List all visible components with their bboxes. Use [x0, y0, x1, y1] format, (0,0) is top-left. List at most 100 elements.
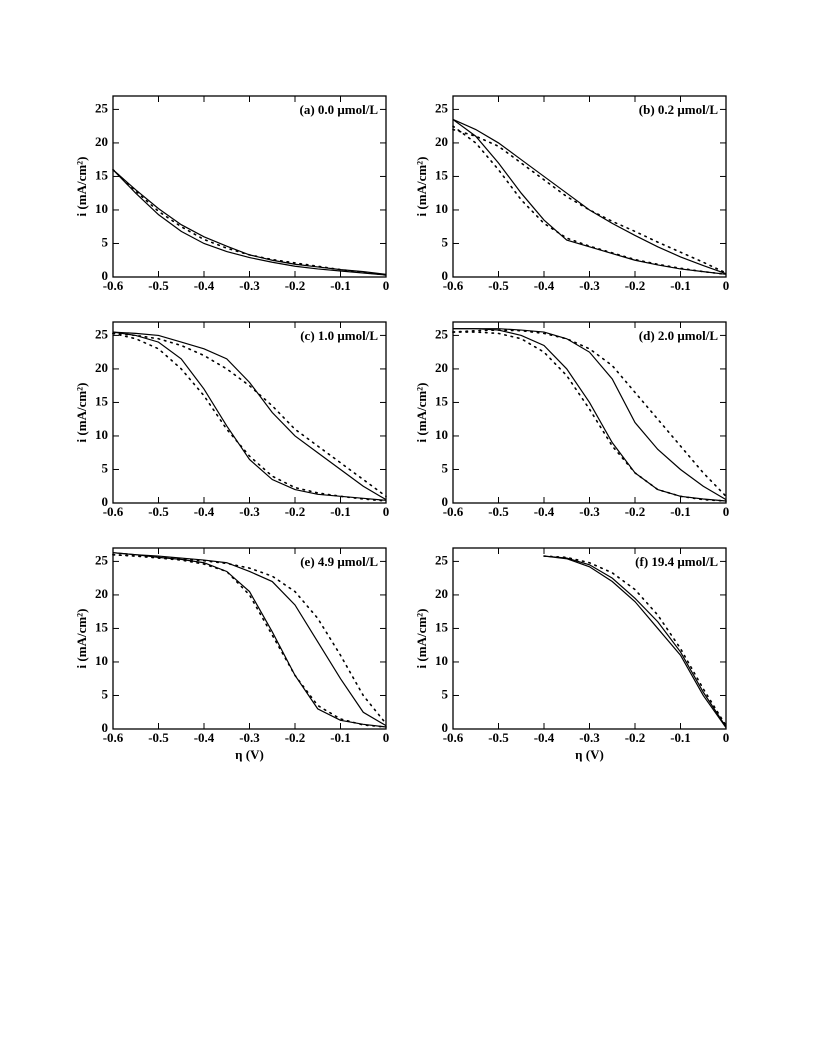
x-tick-label: -0.6 — [103, 730, 124, 745]
y-tick-label: 0 — [442, 494, 449, 509]
y-tick-label: 0 — [442, 720, 449, 735]
x-tick-label: -0.6 — [443, 504, 464, 519]
y-tick-label: 15 — [95, 619, 109, 634]
x-tick-label: -0.2 — [285, 278, 306, 293]
x-tick-label: -0.5 — [148, 278, 169, 293]
data-line — [543, 555, 727, 728]
x-tick-label: -0.6 — [103, 504, 124, 519]
x-tick-label: -0.2 — [625, 504, 646, 519]
data-line — [112, 168, 387, 276]
x-tick-label: -0.3 — [579, 504, 600, 519]
y-tick-label: 20 — [435, 586, 448, 601]
data-line — [112, 552, 387, 728]
y-tick-label: 5 — [102, 460, 109, 475]
x-tick-label: -0.3 — [239, 730, 260, 745]
x-tick-label: -0.4 — [194, 278, 215, 293]
x-tick-label: -0.4 — [534, 278, 555, 293]
y-tick-label: 0 — [102, 720, 109, 735]
x-tick-label: -0.1 — [670, 278, 691, 293]
y-axis-label: i (mA/cm²) — [74, 383, 89, 443]
y-tick-label: 10 — [435, 653, 448, 668]
x-tick-label: -0.3 — [239, 278, 260, 293]
x-tick-label: -0.6 — [103, 278, 124, 293]
data-line — [112, 553, 387, 725]
x-tick-label: -0.3 — [239, 504, 260, 519]
x-tick-label: -0.4 — [534, 504, 555, 519]
data-line — [452, 128, 727, 274]
x-tick-label: 0 — [383, 730, 390, 745]
x-axis-label: η (V) — [575, 747, 604, 762]
x-tick-label: -0.3 — [579, 278, 600, 293]
data-line — [112, 169, 387, 276]
data-line — [112, 552, 387, 727]
data-line — [112, 332, 387, 502]
x-tick-label: -0.3 — [579, 730, 600, 745]
x-tick-label: 0 — [723, 278, 730, 293]
y-tick-label: 5 — [102, 234, 109, 249]
y-tick-label: 25 — [435, 326, 449, 341]
y-tick-label: 20 — [435, 134, 448, 149]
data-line — [112, 331, 387, 501]
annotation: (d) 2.0 μmol/L — [639, 328, 719, 343]
data-line — [452, 331, 727, 502]
plot-frame — [452, 95, 727, 278]
x-tick-label: -0.4 — [194, 730, 215, 745]
x-tick-label: -0.1 — [330, 278, 351, 293]
annotation: (a) 0.0 μmol/L — [299, 102, 378, 117]
x-tick-label: -0.5 — [148, 504, 169, 519]
data-line — [112, 331, 387, 501]
x-tick-label: -0.4 — [194, 504, 215, 519]
y-tick-label: 25 — [435, 552, 449, 567]
x-tick-label: -0.5 — [488, 730, 509, 745]
x-tick-label: -0.1 — [330, 730, 351, 745]
data-line — [453, 328, 727, 502]
y-tick-label: 5 — [442, 686, 449, 701]
y-axis-label: i (mA/cm²) — [74, 157, 89, 217]
x-tick-label: -0.1 — [330, 504, 351, 519]
x-tick-label: -0.2 — [625, 730, 646, 745]
y-tick-label: 25 — [95, 552, 109, 567]
data-line — [112, 553, 387, 728]
plot-frame — [112, 547, 387, 730]
x-tick-label: -0.1 — [670, 504, 691, 519]
y-tick-label: 10 — [95, 201, 108, 216]
data-line — [543, 555, 727, 727]
y-tick-label: 10 — [95, 653, 108, 668]
y-tick-label: 15 — [435, 393, 449, 408]
x-tick-label: -0.2 — [285, 730, 306, 745]
y-tick-label: 5 — [442, 234, 449, 249]
x-tick-label: -0.5 — [488, 278, 509, 293]
y-tick-label: 20 — [95, 586, 108, 601]
plot-frame — [112, 321, 387, 504]
annotation: (b) 0.2 μmol/L — [639, 102, 719, 117]
y-axis-label: i (mA/cm²) — [74, 609, 89, 669]
x-tick-label: -0.6 — [443, 730, 464, 745]
x-axis-label: η (V) — [235, 747, 264, 762]
y-tick-label: 25 — [95, 326, 109, 341]
y-tick-label: 10 — [95, 427, 108, 442]
x-tick-label: -0.2 — [625, 278, 646, 293]
y-tick-label: 15 — [435, 619, 449, 634]
plot-frame — [112, 95, 387, 278]
y-tick-label: 5 — [442, 460, 449, 475]
y-axis-label: i (mA/cm²) — [414, 157, 429, 217]
y-tick-label: 15 — [95, 167, 109, 182]
x-tick-label: 0 — [383, 504, 390, 519]
y-tick-label: 0 — [102, 494, 109, 509]
y-tick-label: 15 — [435, 167, 449, 182]
y-axis-label: i (mA/cm²) — [414, 383, 429, 443]
annotation: (f) 19.4 μmol/L — [635, 554, 718, 569]
y-tick-label: 0 — [102, 268, 109, 283]
y-tick-label: 25 — [95, 100, 109, 115]
data-line — [452, 125, 727, 276]
x-tick-label: -0.2 — [285, 504, 306, 519]
x-tick-label: 0 — [723, 504, 730, 519]
y-tick-label: 0 — [442, 268, 449, 283]
annotation: (e) 4.9 μmol/L — [300, 554, 378, 569]
x-tick-label: -0.6 — [443, 278, 464, 293]
data-line — [543, 555, 727, 729]
y-tick-label: 20 — [95, 360, 108, 375]
x-tick-label: -0.5 — [148, 730, 169, 745]
y-tick-label: 25 — [435, 100, 449, 115]
plot-frame — [452, 321, 727, 504]
